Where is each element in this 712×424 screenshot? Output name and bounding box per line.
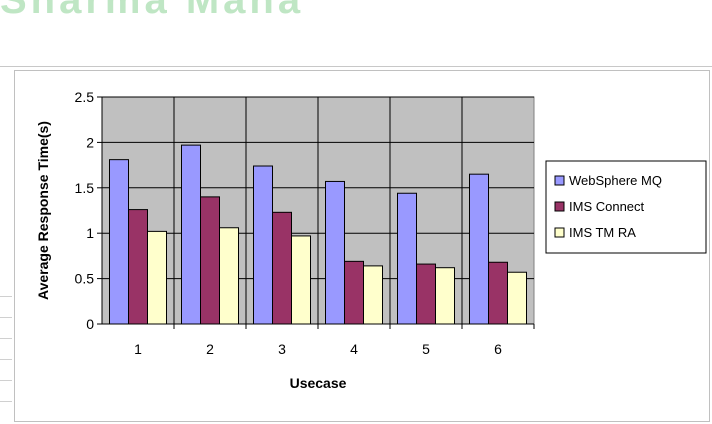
bar-ims-tm-ra xyxy=(507,271,527,325)
legend: WebSphere MQ IMS Connect IMS TM RA xyxy=(545,160,707,254)
bar-ims-tm-ra xyxy=(435,267,455,325)
x-tick-label: 3 xyxy=(278,341,286,357)
legend-box xyxy=(545,160,707,254)
x-tick-label: 4 xyxy=(350,341,358,357)
bar-websphere-mq xyxy=(181,144,201,325)
y-tick-label: 0.5 xyxy=(75,271,95,287)
x-tick-label: 2 xyxy=(206,341,214,357)
bar-websphere-mq xyxy=(325,180,345,325)
bar-ims-tm-ra xyxy=(219,227,239,325)
bar-ims-tm-ra xyxy=(363,265,383,325)
bar-ims-tm-ra xyxy=(147,230,167,325)
y-axis-title: Average Response Time(s) xyxy=(35,121,51,300)
page-divider xyxy=(0,66,712,67)
x-axis-title: Usecase xyxy=(290,375,347,391)
x-tick-labels: 1 2 3 4 5 6 xyxy=(134,341,502,357)
legend-swatch xyxy=(554,175,565,186)
bar-websphere-mq xyxy=(469,173,489,325)
bar-websphere-mq xyxy=(253,165,273,325)
bar-websphere-mq xyxy=(109,159,129,325)
bar-ims-connect xyxy=(488,261,508,325)
y-tick-labels: 0 0.5 1 1.5 2 2.5 xyxy=(75,89,95,332)
legend-swatch xyxy=(554,201,565,212)
legend-label: WebSphere MQ xyxy=(569,173,662,188)
x-tick-label: 6 xyxy=(494,341,502,357)
bar-ims-connect xyxy=(344,260,364,325)
y-tick-label: 0 xyxy=(86,316,94,332)
y-tick-label: 2 xyxy=(86,134,94,150)
axes xyxy=(97,96,535,329)
legend-label: IMS TM RA xyxy=(569,225,636,240)
y-tick-label: 1 xyxy=(86,225,94,241)
bar-ims-connect xyxy=(128,209,148,325)
bar-ims-connect xyxy=(416,263,436,325)
x-tick-label: 1 xyxy=(134,341,142,357)
legend-swatch xyxy=(554,227,565,238)
bar-ims-connect xyxy=(272,211,292,325)
bar-ims-connect xyxy=(200,196,220,325)
y-tick-label: 2.5 xyxy=(75,89,95,105)
y-tick-label: 1.5 xyxy=(75,180,95,196)
bar-ims-tm-ra xyxy=(291,235,311,325)
side-ruler-lines xyxy=(0,296,14,424)
x-tick-label: 5 xyxy=(422,341,430,357)
watermark: Sharma Mana xyxy=(0,0,305,22)
bar-websphere-mq xyxy=(397,192,417,325)
legend-label: IMS Connect xyxy=(569,199,645,214)
bars xyxy=(109,144,527,325)
